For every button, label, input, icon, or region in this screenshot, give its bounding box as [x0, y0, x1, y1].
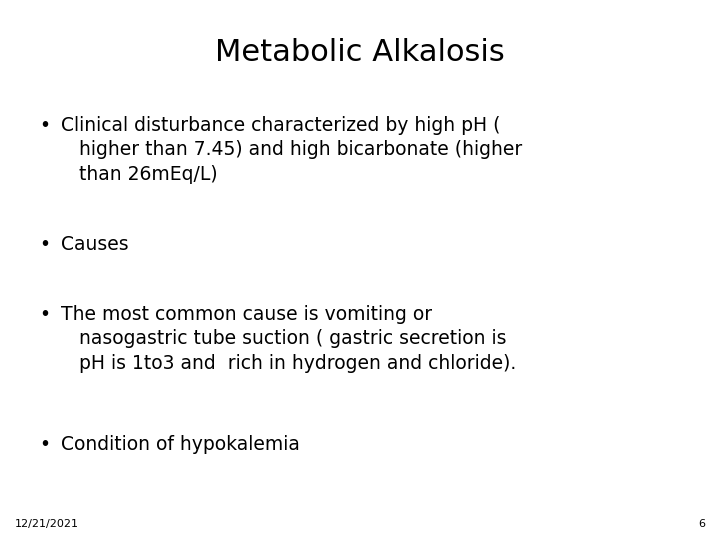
Text: •: •: [40, 435, 50, 454]
Text: •: •: [40, 305, 50, 324]
Text: •: •: [40, 235, 50, 254]
Text: The most common cause is vomiting or
   nasogastric tube suction ( gastric secre: The most common cause is vomiting or nas…: [61, 305, 516, 373]
Text: Clinical disturbance characterized by high pH (
   higher than 7.45) and high bi: Clinical disturbance characterized by hi…: [61, 116, 523, 184]
Text: 6: 6: [698, 519, 706, 529]
Text: Condition of hypokalemia: Condition of hypokalemia: [61, 435, 300, 454]
Text: Metabolic Alkalosis: Metabolic Alkalosis: [215, 38, 505, 67]
Text: 12/21/2021: 12/21/2021: [14, 519, 78, 529]
Text: Causes: Causes: [61, 235, 129, 254]
Text: •: •: [40, 116, 50, 135]
